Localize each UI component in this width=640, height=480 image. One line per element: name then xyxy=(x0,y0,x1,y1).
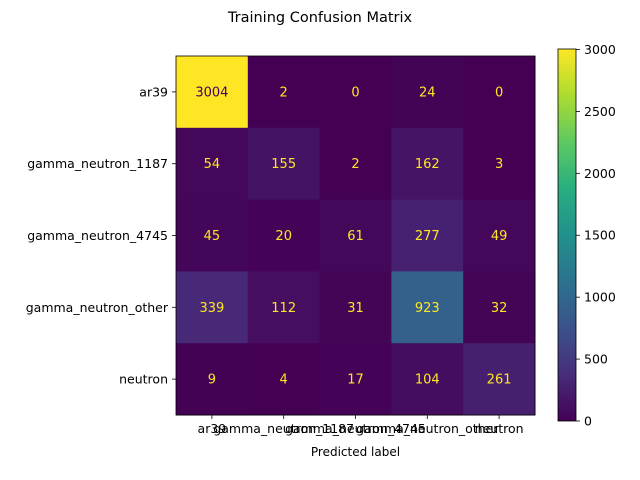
heatmap-cell xyxy=(176,127,249,201)
heatmap-cell xyxy=(247,199,321,272)
cell-value-label: 9 xyxy=(208,373,216,388)
x-tick-label: gamma_neutron_4745 xyxy=(285,421,426,436)
cell-value-label: 3 xyxy=(495,157,503,172)
heatmap-cell xyxy=(247,56,321,129)
heatmap-cell xyxy=(391,56,464,129)
colorbar xyxy=(557,48,577,422)
colorbar-tick-label: 0 xyxy=(584,414,592,429)
heatmap-cell xyxy=(463,199,536,272)
x-tick-label: ar39 xyxy=(198,421,227,436)
heatmap-cell xyxy=(463,271,536,344)
heatmap-cell xyxy=(176,56,249,129)
x-tick-label: neutron xyxy=(475,421,524,436)
cell-value-label: 339 xyxy=(199,301,224,316)
cell-value-label: 2 xyxy=(280,85,288,100)
cell-value-label: 112 xyxy=(271,301,296,316)
heatmap-cell xyxy=(176,271,249,344)
x-tick-label: gamma_neutron_other xyxy=(356,421,499,436)
heatmap-cell xyxy=(247,127,321,201)
y-tick-label: gamma_neutron_4745 xyxy=(27,228,168,243)
heatmap-cell xyxy=(463,127,536,201)
cell-value-label: 277 xyxy=(415,229,440,244)
cell-value-label: 162 xyxy=(415,157,440,172)
cell-value-label: 31 xyxy=(347,301,364,316)
y-tick-label: gamma_neutron_1187 xyxy=(27,156,168,171)
heatmap-cell xyxy=(463,343,536,416)
cell-value-label: 3004 xyxy=(195,85,228,100)
cell-value-label: 0 xyxy=(495,85,503,100)
y-tick-label: ar39 xyxy=(139,84,168,99)
cell-value-label: 0 xyxy=(351,85,359,100)
cell-value-label: 104 xyxy=(415,373,440,388)
cell-value-label: 54 xyxy=(204,157,221,172)
chart-title: Training Confusion Matrix xyxy=(227,10,413,26)
y-tick-label: gamma_neutron_other xyxy=(26,300,169,315)
heatmap-cell xyxy=(247,343,321,416)
heatmap-cell xyxy=(319,127,392,201)
cell-value-label: 24 xyxy=(419,85,436,100)
cell-value-label: 20 xyxy=(275,229,292,244)
cell-value-label: 261 xyxy=(487,373,512,388)
heatmap-cell xyxy=(319,343,392,416)
colorbar-tick-label: 2000 xyxy=(584,166,616,181)
x-tick-label: gamma_neutron_1187 xyxy=(213,421,354,436)
heatmap-cell xyxy=(247,271,321,344)
y-tick-label: neutron xyxy=(119,372,168,387)
heatmap-cell xyxy=(391,343,464,416)
heatmap-cell xyxy=(463,56,536,129)
heatmap-cell xyxy=(391,199,464,272)
heatmap-cell xyxy=(176,343,249,416)
heatmap-cell xyxy=(391,271,464,344)
cell-value-label: 32 xyxy=(491,301,508,316)
cell-value-label: 45 xyxy=(204,229,221,244)
cell-value-label: 49 xyxy=(491,229,508,244)
colorbar-tick-label: 2500 xyxy=(584,104,616,119)
colorbar-tick-label: 1500 xyxy=(584,228,616,243)
heatmap-cell xyxy=(319,199,392,272)
colorbar-tick-label: 500 xyxy=(584,352,608,367)
cell-value-label: 17 xyxy=(347,373,364,388)
colorbar-tick-label: 1000 xyxy=(584,290,616,305)
x-axis-label: Predicted label xyxy=(311,445,400,459)
cell-value-label: 923 xyxy=(415,301,440,316)
cell-value-label: 61 xyxy=(347,229,364,244)
cell-value-label: 4 xyxy=(280,373,288,388)
colorbar-tick-label: 3000 xyxy=(584,42,616,57)
colorbar-ticks: 0 500 1000 1500 2000 2500 3000 xyxy=(576,42,616,429)
cell-value-label: 2 xyxy=(351,157,359,172)
cell-value-label: 155 xyxy=(271,157,296,172)
heatmap-cell xyxy=(319,56,392,129)
heatmap-cell xyxy=(176,199,249,272)
y-tick-labels: ar39 gamma_neutron_1187 gamma_neutron_4745… xyxy=(26,84,176,387)
x-tick-labels: ar39gamma_neutron_1187gamma_neutron_4745… xyxy=(198,415,524,436)
heatmap-cell xyxy=(391,127,464,201)
heatmap-cell xyxy=(319,271,392,344)
